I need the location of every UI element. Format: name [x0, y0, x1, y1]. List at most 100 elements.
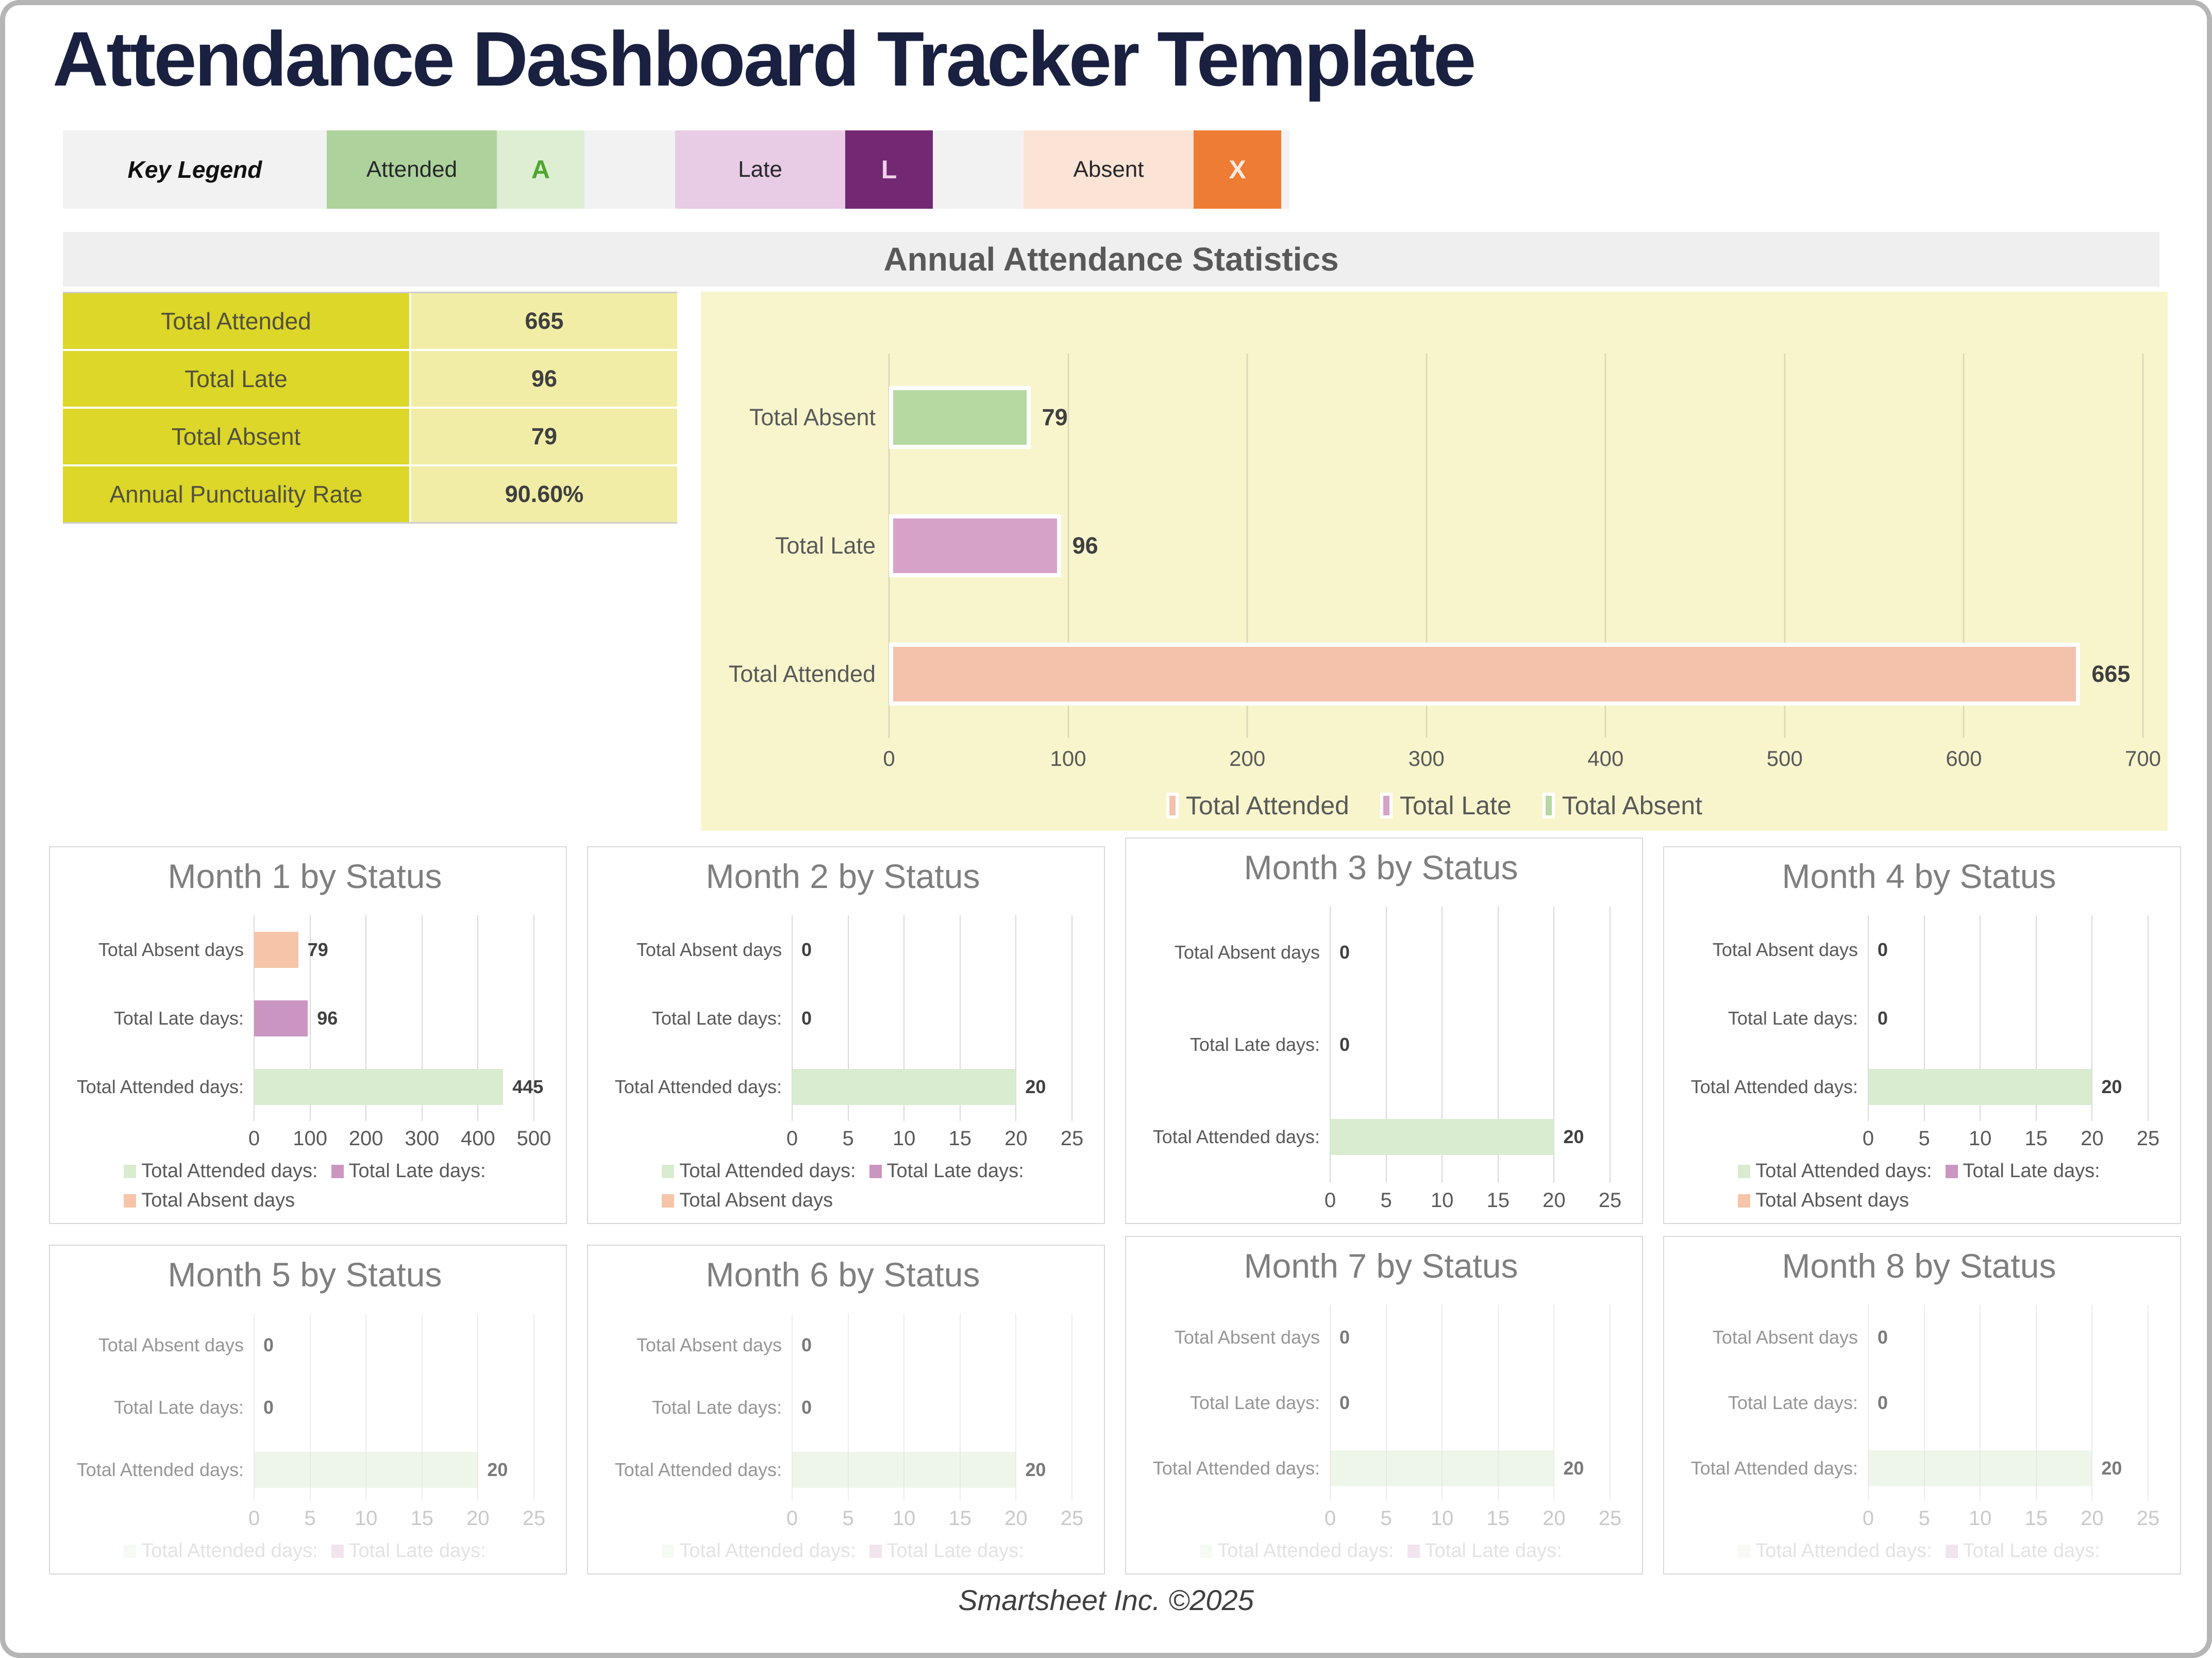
annual-plot-area: 79 96 665 — [888, 354, 2144, 738]
legend-attended-cell[interactable]: Attended — [327, 130, 497, 209]
axis-spacer — [591, 1501, 792, 1537]
month-8-chart-panel[interactable]: Month 8 by Status Total Absent days Total … — [1663, 1236, 2181, 1575]
stat-total-late-label[interactable]: Total Late — [63, 351, 409, 407]
month-1-legend-item: Total Absent days — [124, 1190, 295, 1212]
legend-attended-code-cell[interactable]: A — [497, 130, 584, 209]
legend-gap — [933, 130, 1024, 209]
month-4-legend-swatch — [1738, 1164, 1751, 1178]
month-4-chart-panel[interactable]: Month 4 by Status Total Absent days Total … — [1663, 846, 2181, 1224]
month-5-bar — [254, 1451, 478, 1488]
month-7-bar-row: 20 — [1330, 1435, 1610, 1501]
month-3-axis-tick-label: 20 — [1543, 1189, 1566, 1212]
gridline — [2035, 1305, 2037, 1501]
month-4-legend-label: Total Attended days: — [1755, 1160, 1932, 1182]
stat-total-attended-value[interactable]: 665 — [411, 293, 677, 349]
page-title: Attendance Dashboard Tracker Template — [53, 15, 1476, 102]
month-5-bar-row: 0 — [254, 1314, 534, 1376]
month-7-category-label: Total Absent days — [1174, 1327, 1320, 1348]
legend-attended-text: Attended — [366, 157, 458, 182]
month-3-axis-tick-label: 5 — [1380, 1189, 1392, 1212]
stat-total-absent-value[interactable]: 79 — [411, 409, 677, 464]
month-5-chart-panel[interactable]: Month 5 by Status Total Absent days Total … — [49, 1245, 567, 1575]
legend-late-code-cell[interactable]: L — [845, 130, 933, 209]
gridline — [254, 1314, 255, 1501]
month-4-category-label: Total Absent days — [1712, 939, 1858, 960]
month-2-chart-panel[interactable]: Month 2 by Status Total Absent days Total … — [587, 846, 1105, 1224]
month-3-chart-panel[interactable]: Month 3 by Status Total Absent days Total … — [1125, 838, 1643, 1224]
month-2-category-label: Total Late days: — [651, 1007, 782, 1029]
legend-absent-code-cell[interactable]: X — [1194, 130, 1281, 209]
month-3-axis-tick-label: 15 — [1486, 1189, 1510, 1212]
month-7-legend-label: Total Late days: — [1425, 1540, 1562, 1562]
legend-absent-text: Absent — [1073, 157, 1144, 182]
gridline — [903, 915, 905, 1121]
stat-punctuality-value[interactable]: 90.60% — [411, 466, 677, 522]
month-2-axis-area: 0 5 10 15 20 25 — [786, 1121, 1083, 1157]
month-1-axis-tick-label: 300 — [405, 1127, 440, 1150]
month-2-plot-area: 0 0 20 — [792, 915, 1073, 1121]
gridline — [1553, 907, 1555, 1183]
month-6-chart-panel[interactable]: Month 6 by Status Total Absent days Total … — [587, 1245, 1105, 1575]
month-7-axis-tick-label: 20 — [1543, 1507, 1566, 1530]
month-1-legend-swatch — [124, 1194, 137, 1208]
month-4-axis-tick-label: 5 — [1918, 1127, 1930, 1150]
month-5-axis-area: 0 5 10 15 20 25 — [248, 1501, 545, 1537]
legend-absent-cell[interactable]: Absent — [1024, 130, 1194, 209]
month-3-bar-row: 0 — [1330, 907, 1610, 999]
gridline — [309, 915, 311, 1121]
gridline — [1923, 1305, 1925, 1501]
month-5-axis-tick-label: 5 — [304, 1507, 316, 1530]
month-4-legend-swatch — [1945, 1164, 1958, 1178]
month-7-bar-value: 20 — [1563, 1457, 1584, 1479]
axis-spacer — [1129, 1501, 1330, 1537]
annual-stats-table: Total Attended 665 Total Late 96 Total A… — [63, 292, 677, 524]
month-5-bar-row: 20 — [254, 1438, 534, 1501]
month-2-legend-label: Total Attended days: — [679, 1160, 856, 1182]
month-1-legend-label: Total Attended days: — [141, 1160, 318, 1182]
gridline — [365, 1314, 367, 1501]
month-3-axis-area: 0 5 10 15 20 25 — [1325, 1183, 1621, 1219]
month-4-legend-item: Total Late days: — [1945, 1160, 2100, 1182]
month-7-title: Month 7 by Status — [1244, 1247, 1518, 1285]
month-8-legend-inner: Total Attended days: Total Late days: — [1738, 1540, 2100, 1569]
legend-late-cell[interactable]: Late — [675, 130, 845, 209]
legend-late-text: Late — [738, 157, 782, 182]
month-8-plot-area: 0 0 20 — [1868, 1305, 2149, 1501]
month-6-bar-row: 0 — [792, 1376, 1072, 1438]
month-2-bar-row: 20 — [792, 1052, 1072, 1121]
month-1-axis-tick-label: 500 — [516, 1127, 551, 1150]
month-8-bar-value: 0 — [1878, 1327, 1888, 1348]
month-6-category-labels: Total Absent days Total Late days: Total A… — [591, 1314, 792, 1501]
month-1-chart-panel[interactable]: Month 1 by Status Total Absent days Total … — [49, 846, 567, 1224]
month-5-axis-tick-label: 20 — [466, 1507, 490, 1530]
month-8-legend-swatch — [1945, 1544, 1958, 1558]
month-3-axis-tick-label: 0 — [1324, 1189, 1336, 1212]
annual-attendance-chart-panel[interactable]: Total Absent Total Late Total Attended 79 96… — [701, 292, 2168, 831]
gridline — [847, 915, 849, 1121]
annual-axis-tick-label: 200 — [1229, 746, 1266, 771]
month-4-bar-value: 0 — [1878, 1007, 1888, 1029]
annual-category-label: Total Attended — [728, 660, 876, 687]
stat-total-absent-label[interactable]: Total Absent — [63, 409, 409, 464]
gridline — [792, 915, 793, 1121]
stat-total-late-value[interactable]: 96 — [411, 351, 677, 407]
month-6-category-label: Total Late days: — [651, 1396, 782, 1418]
axis-spacer — [701, 738, 889, 785]
gridline — [365, 915, 367, 1121]
month-8-bar-value: 20 — [2101, 1457, 2122, 1479]
stat-punctuality-label[interactable]: Annual Punctuality Rate — [63, 466, 409, 522]
month-6-axis-tick-label: 10 — [892, 1507, 916, 1530]
stat-total-attended-label[interactable]: Total Attended — [63, 293, 409, 349]
month-8-category-label: Total Late days: — [1728, 1392, 1858, 1413]
month-7-category-label: Total Attended days: — [1152, 1457, 1320, 1479]
month-1-title: Month 1 by Status — [167, 857, 442, 895]
month-4-axis-tick-label: 25 — [2136, 1127, 2160, 1150]
month-2-bar-row: 0 — [792, 984, 1072, 1052]
month-5-bar-value: 0 — [263, 1396, 274, 1418]
month-6-chart: Month 6 by Status Total Absent days Total … — [588, 1246, 1104, 1573]
month-8-axis-tick-label: 15 — [2024, 1507, 2048, 1530]
month-1-legend-row: Total Attended days: Total Late days: — [124, 1160, 486, 1182]
month-5-bar-row: 0 — [254, 1376, 534, 1438]
month-7-chart-panel[interactable]: Month 7 by Status Total Absent days Total … — [1125, 1236, 1643, 1575]
month-8-category-labels: Total Absent days Total Late days: Total A… — [1667, 1305, 1868, 1501]
